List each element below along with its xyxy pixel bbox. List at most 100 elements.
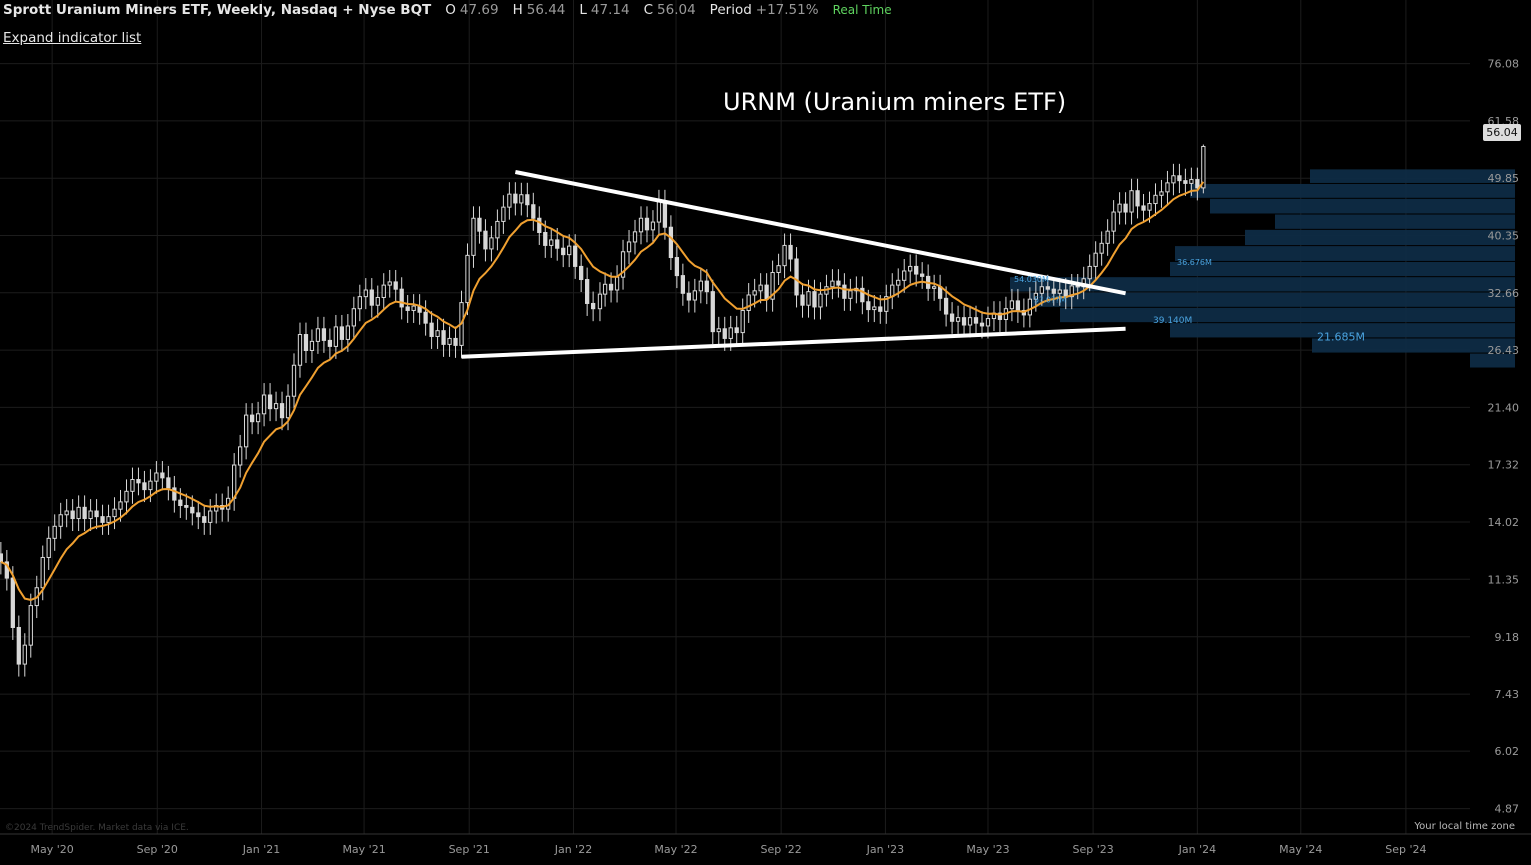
candle-body (878, 306, 883, 312)
candle-body (848, 290, 853, 299)
candle-body (626, 241, 632, 253)
candle-body (453, 337, 458, 346)
candle-body (776, 265, 781, 274)
candle-body (602, 283, 608, 295)
chart-annotation[interactable]: URNM (Uranium miners ETF) (723, 88, 1067, 116)
y-tick-label: 6.02 (1495, 745, 1520, 758)
candle-body (758, 284, 763, 292)
candle-body (764, 284, 769, 300)
candle-body (154, 472, 159, 482)
candle-body (896, 279, 901, 286)
candle-body (1177, 175, 1182, 182)
candle-body (1183, 180, 1188, 184)
candle-body (650, 221, 656, 231)
candle-body (309, 340, 315, 351)
candle-body (267, 394, 273, 410)
x-axis: May '20 Sep '20 Jan '21 May '21 Sep '21 Jan '… (31, 843, 1427, 856)
trendline (514, 170, 1126, 296)
volume-profile-bar (1245, 229, 1515, 246)
close-value: 56.04 (657, 2, 696, 18)
candle-body (1153, 194, 1158, 205)
candle-body (106, 516, 111, 523)
candle-body (579, 265, 584, 281)
candle-body (261, 394, 267, 415)
candle-body (303, 334, 309, 351)
candle-body (1075, 285, 1080, 288)
candle-body (1189, 179, 1194, 184)
candle-body (955, 317, 961, 322)
candle-body (208, 510, 213, 523)
candle-body (315, 328, 321, 342)
candle-body (967, 317, 973, 326)
candle-body (255, 413, 261, 423)
candle-body (381, 284, 386, 298)
candle-body (788, 244, 793, 260)
candle-body (411, 305, 416, 311)
volume-profile-bar (1170, 323, 1515, 338)
volume-profile-bar (1175, 246, 1515, 261)
candle-body (961, 317, 967, 326)
realtime-badge: Real Time (832, 3, 892, 17)
timezone-label[interactable]: Your local time zone (1414, 821, 1515, 832)
candle-body (297, 334, 303, 366)
candle-body (16, 626, 21, 665)
x-tick-label: Sep '23 (1072, 843, 1113, 856)
x-tick-label: Jan '23 (866, 843, 904, 856)
volume-profile-bar (1312, 338, 1515, 353)
y-tick-label: 21.40 (1488, 401, 1520, 414)
candle-body (196, 512, 201, 518)
candle-body (668, 226, 674, 259)
candle-body (279, 403, 285, 419)
candle-body (860, 287, 865, 303)
y-tick-label: 40.35 (1488, 229, 1520, 242)
candle-body (943, 297, 949, 315)
candle-body (10, 577, 15, 628)
trendlines (461, 170, 1126, 359)
candle-body (202, 516, 207, 523)
candle-body (908, 265, 913, 272)
candle-body (794, 258, 799, 296)
candle-body (866, 301, 871, 311)
candle-body (166, 477, 171, 489)
candle-body (112, 508, 117, 518)
x-tick-label: Sep '22 (761, 843, 802, 856)
candle-body (76, 506, 81, 520)
candle-body (273, 403, 279, 410)
candle-body (405, 306, 410, 311)
y-tick-label: 17.32 (1488, 459, 1520, 472)
candle-body (644, 217, 650, 231)
volume-profile-bar (1275, 214, 1515, 229)
symbol-title[interactable]: Sprott Uranium Miners ETF, Weekly, Nasda… (3, 2, 432, 18)
candle-body (1165, 182, 1170, 193)
candle-body (1051, 288, 1056, 294)
candle-body (160, 472, 165, 479)
candle-body (291, 364, 297, 397)
volume-profile-bar (1170, 261, 1515, 277)
high-label: H (512, 2, 523, 18)
candle-body (1033, 292, 1038, 300)
volume-profile-label: 39.140M (1153, 316, 1192, 326)
candle-body (704, 280, 709, 293)
candle-body (249, 414, 255, 423)
candle-body (902, 270, 907, 281)
high-value: 56.44 (526, 2, 566, 18)
candle-body (1039, 286, 1044, 294)
candle-body (369, 289, 374, 306)
expand-indicator-list-link[interactable]: Expand indicator list (3, 30, 142, 46)
candle-body (471, 217, 476, 256)
volume-profile-bar (1010, 277, 1515, 292)
candle-body (1057, 289, 1062, 294)
candle-body (1201, 145, 1206, 189)
candle-body (88, 510, 93, 520)
candle-body (842, 284, 847, 299)
candle-body (375, 296, 380, 306)
candle-body (130, 479, 135, 492)
candle-body (1147, 203, 1152, 211)
candle-body (1099, 242, 1104, 254)
candle-body (632, 231, 638, 243)
candle-body (985, 318, 991, 327)
y-tick-label: 11.35 (1488, 573, 1520, 586)
candle-body (357, 296, 362, 310)
volume-profile-label: 54.030M (1014, 275, 1049, 284)
